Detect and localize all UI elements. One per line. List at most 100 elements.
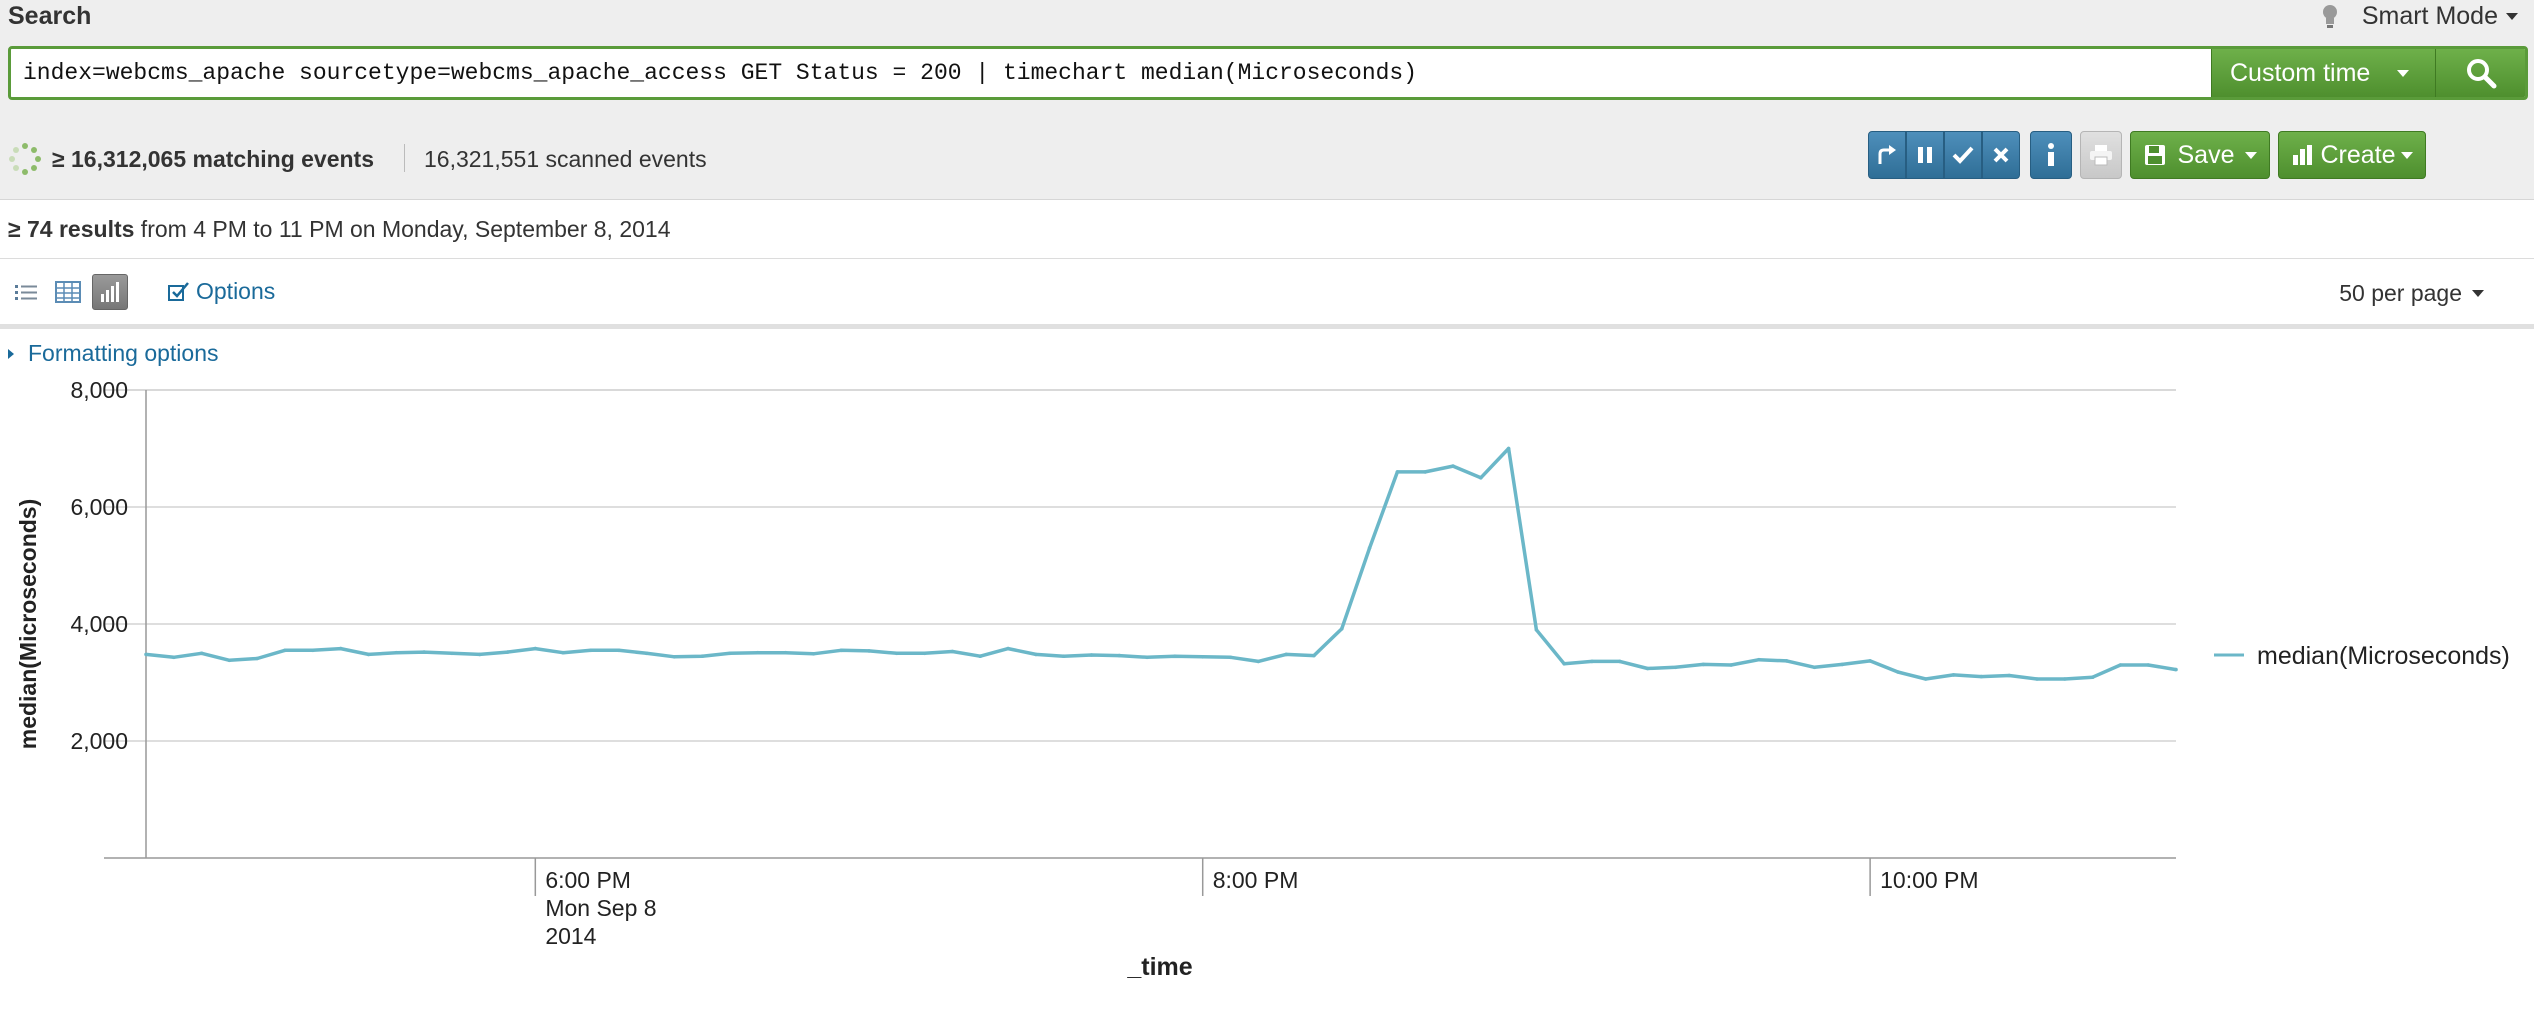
time-range-picker[interactable]: Custom time [2211, 49, 2435, 97]
data-point [1979, 674, 1984, 679]
options-button[interactable]: Options [168, 278, 275, 305]
y-tick-label: 6,000 [70, 494, 128, 520]
print-button[interactable] [2080, 131, 2122, 179]
stop-button[interactable] [1982, 131, 2020, 179]
x-tick-label: 6:00 PM [545, 867, 631, 893]
data-point [1618, 659, 1622, 664]
data-point [144, 652, 148, 657]
results-view-toolbar: Options 50 per page [0, 266, 2534, 322]
data-point [1923, 677, 1928, 681]
data-point [199, 651, 204, 656]
data-point [783, 650, 788, 655]
column-chart-icon [101, 282, 119, 302]
checkbox-icon [168, 281, 189, 301]
data-point [1812, 665, 1817, 670]
chevron-down-icon [2400, 151, 2413, 159]
data-point [1562, 662, 1566, 666]
data-point [450, 651, 454, 656]
data-point [1479, 476, 1483, 480]
data-point [756, 650, 760, 655]
data-point [867, 649, 871, 653]
divider [404, 144, 405, 172]
data-point [1951, 673, 1956, 677]
job-status-row: ≥ 16,312,065 matching events 16,321,551 … [0, 136, 2534, 182]
send-to-background-button[interactable] [1868, 131, 1906, 179]
y-tick-label: 8,000 [70, 380, 128, 403]
data-point [895, 651, 899, 656]
matching-events-count: ≥ 16,312,065 matching events [52, 146, 375, 172]
list-icon [15, 285, 37, 300]
x-tick-label: Mon Sep 8 [545, 895, 656, 921]
data-point [172, 655, 176, 660]
data-point [700, 654, 704, 658]
data-point [1840, 662, 1845, 667]
data-point [589, 648, 593, 653]
data-point [1145, 655, 1149, 660]
data-point [1228, 655, 1233, 660]
data-point [1868, 659, 1872, 663]
search-panel: Search Smart Mode Custom time [0, 0, 2534, 200]
visualization-view-button[interactable] [92, 274, 128, 310]
y-axis-ticks: 2,000 4,000 6,000 8,000 [70, 380, 128, 754]
data-point [2090, 675, 2095, 679]
data-point [561, 650, 565, 655]
options-label: Options [196, 278, 276, 304]
lightbulb-icon [2322, 4, 2337, 28]
data-point [338, 646, 343, 651]
data-point [1312, 653, 1316, 658]
chevron-right-icon [8, 348, 14, 359]
chart-legend[interactable]: median(Microseconds) [2214, 642, 2510, 670]
job-inspector-button[interactable] [2030, 131, 2072, 179]
bar-chart-icon [2293, 145, 2312, 165]
data-point [1284, 652, 1288, 657]
create-button[interactable]: Create [2278, 131, 2426, 179]
results-summary: ≥ 74 results from 4 PM to 11 PM on Monda… [8, 216, 671, 243]
data-point [2063, 677, 2067, 681]
data-point [644, 651, 649, 656]
data-point [1200, 655, 1205, 659]
data-point [1395, 470, 1400, 474]
y-tick-label: 2,000 [70, 728, 128, 754]
results-per-page-dropdown[interactable]: 50 per page [2339, 280, 2484, 307]
checkmark-icon [1952, 146, 1974, 164]
series-line [145, 446, 2177, 681]
formatting-options-toggle[interactable]: Formatting options [8, 340, 218, 367]
x-tick-label: 8:00 PM [1213, 867, 1299, 893]
search-input[interactable] [11, 49, 2211, 97]
save-button[interactable]: Save [2130, 131, 2270, 179]
data-point [227, 658, 232, 663]
search-mode-label: Smart Mode [2361, 2, 2498, 30]
events-list-view-button[interactable] [8, 274, 44, 310]
data-point [2174, 667, 2178, 672]
results-count: ≥ 74 results [8, 216, 135, 242]
y-tick-label: 4,000 [70, 611, 128, 637]
data-point [728, 651, 732, 656]
data-point [1173, 654, 1177, 658]
data-point [505, 650, 510, 654]
x-tick-label: 10:00 PM [1880, 867, 1978, 893]
data-point [1896, 670, 1900, 674]
data-point [1534, 628, 1539, 632]
table-view-button[interactable] [50, 274, 86, 310]
pause-button[interactable] [1906, 131, 1944, 179]
data-point [922, 651, 927, 656]
search-button[interactable] [2435, 49, 2525, 97]
data-point [1645, 666, 1650, 671]
data-point [978, 654, 982, 658]
chevron-down-icon [2397, 69, 2409, 77]
data-point [1034, 652, 1038, 657]
finalize-button[interactable] [1944, 131, 1982, 179]
data-point [1089, 653, 1094, 657]
scanned-events-count: 16,321,551 scanned events [424, 146, 707, 172]
search-bar: Custom time [8, 46, 2528, 100]
data-point [1451, 464, 1455, 468]
save-button-label: Save [2177, 140, 2235, 169]
print-icon [2090, 145, 2112, 166]
data-point [1006, 646, 1010, 651]
data-point [2035, 677, 2039, 681]
chart-series [144, 446, 2178, 681]
chevron-down-icon [2244, 151, 2257, 159]
y-axis-title: median(Microseconds) [15, 499, 41, 750]
search-mode-dropdown[interactable]: Smart Mode [2320, 2, 2518, 31]
time-range-label: Custom time [2230, 58, 2371, 87]
